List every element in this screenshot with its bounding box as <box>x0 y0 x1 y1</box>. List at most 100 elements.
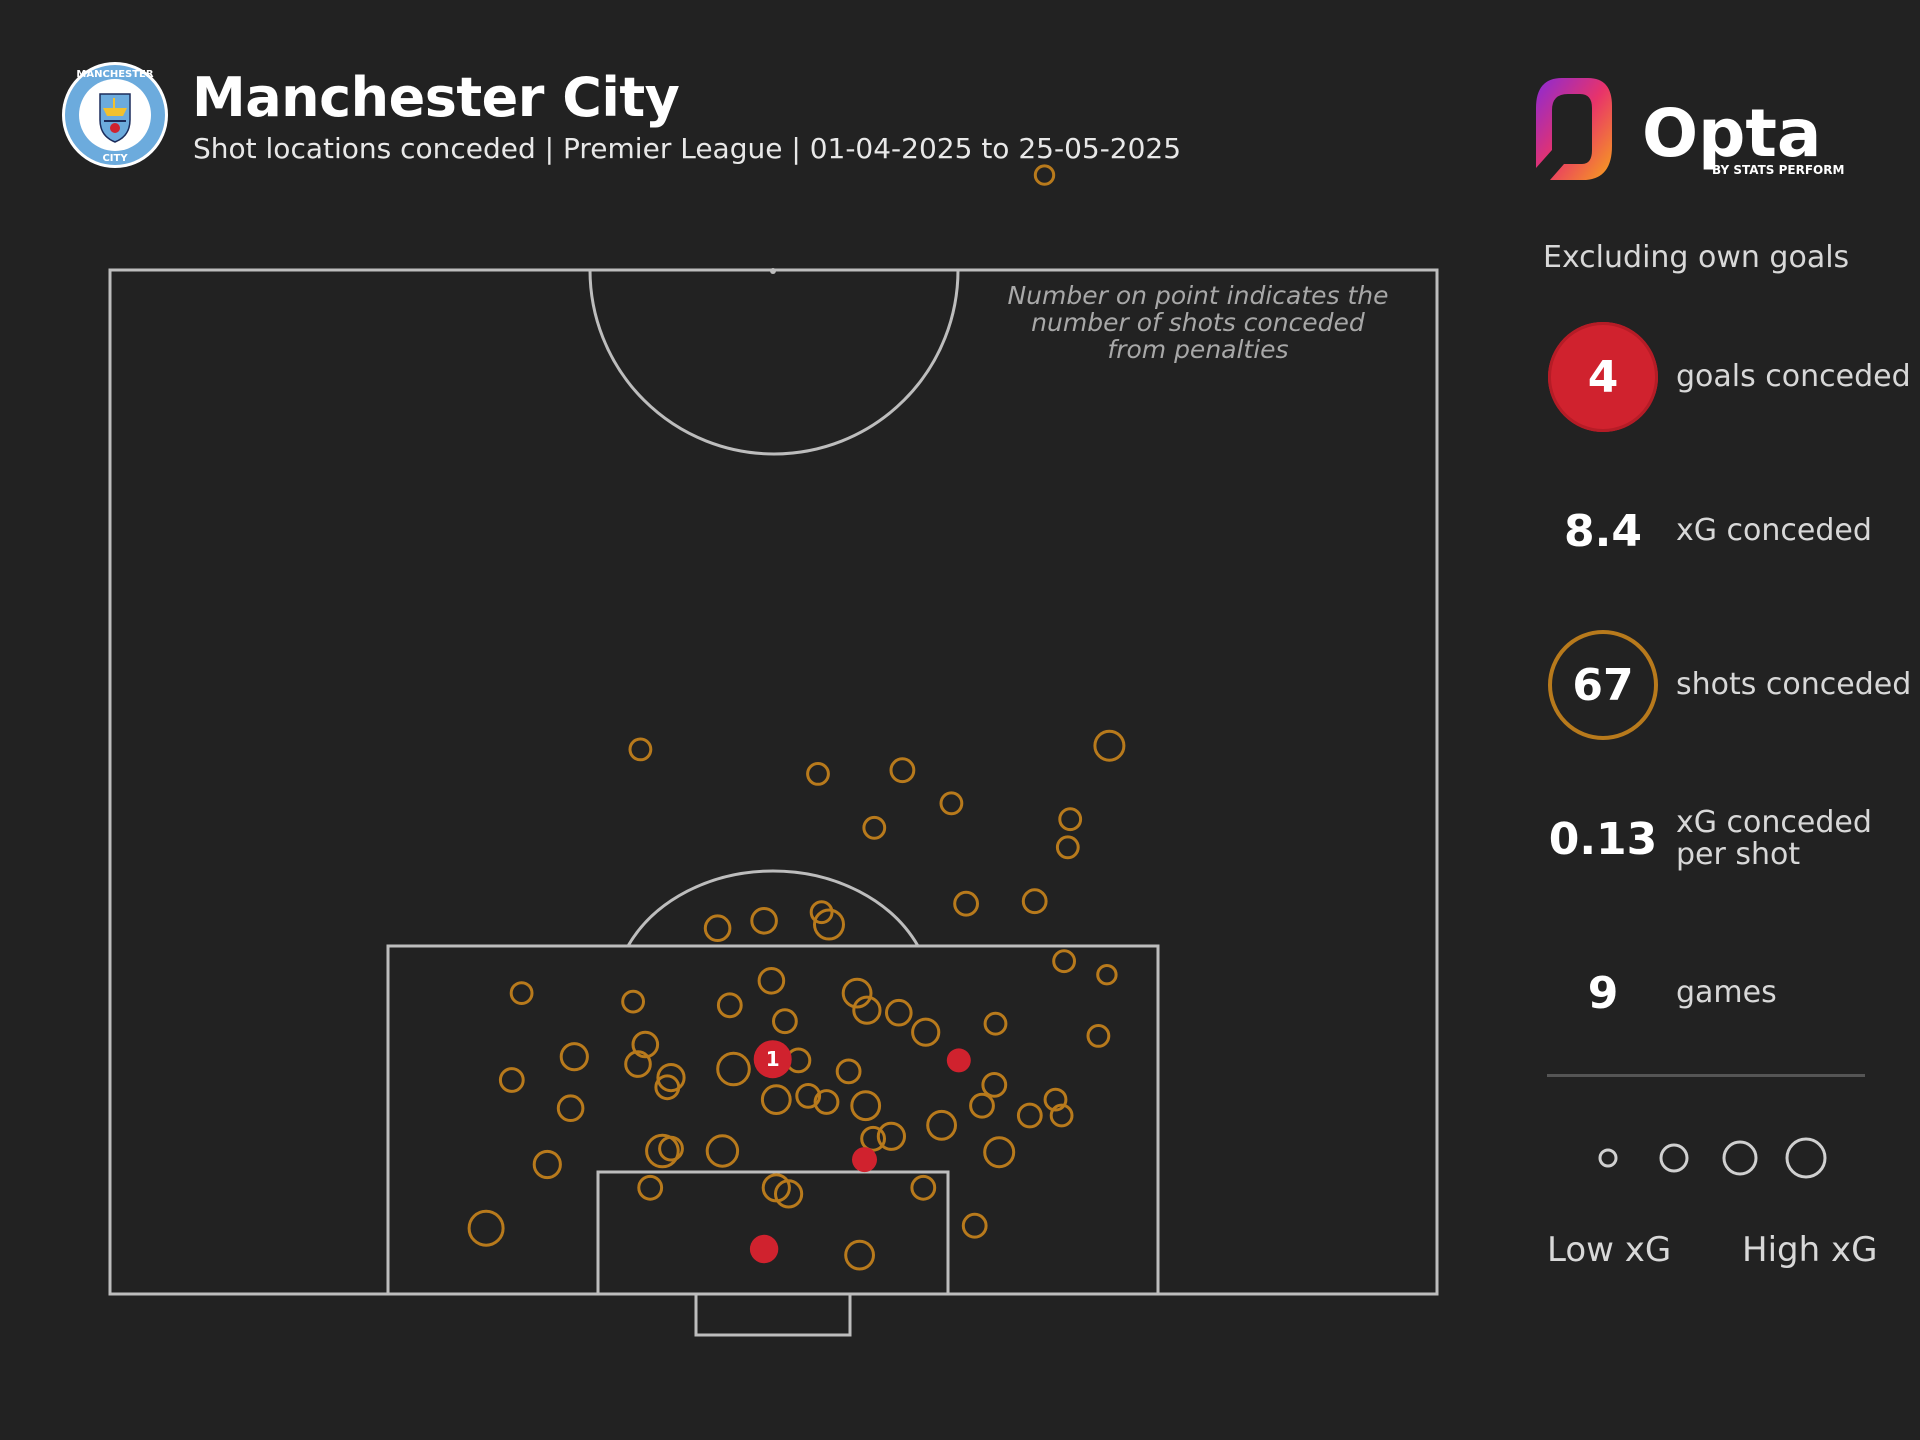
shot-marker <box>795 1083 822 1109</box>
crest-bottom-text: CITY <box>102 153 128 164</box>
legend-size-circle <box>1722 1140 1758 1176</box>
crest-year-right: 94 <box>138 113 147 121</box>
shot-marker <box>556 1094 585 1122</box>
shot-marker <box>654 1074 681 1101</box>
shot-marker <box>1052 949 1076 974</box>
shot-marker <box>705 1134 740 1168</box>
shot-marker <box>637 1174 664 1201</box>
shot-marker <box>862 815 887 840</box>
shot-marker <box>658 1135 684 1162</box>
shot-marker <box>656 1063 686 1093</box>
legend-size-circle <box>1659 1143 1689 1173</box>
goal-frame <box>694 1292 852 1337</box>
shot-marker <box>621 989 645 1014</box>
penalty-count-label: 1 <box>766 1047 780 1071</box>
shot-marker <box>467 1209 505 1247</box>
crest-top-text: MANCHESTER <box>76 69 153 80</box>
shot-marker <box>509 981 534 1005</box>
shots-label: shots conceded <box>1676 667 1912 702</box>
shot-marker <box>983 1136 1016 1169</box>
shot-marker <box>716 992 743 1019</box>
shot-marker <box>885 998 913 1027</box>
shot-marker <box>911 1017 941 1047</box>
shots-layer <box>467 164 1126 1271</box>
xg-per-shot-value: 0.13 <box>1548 813 1658 865</box>
shot-marker <box>1016 1102 1043 1129</box>
shot-marker <box>1086 1024 1111 1048</box>
club-crest: MANCHESTER CITY 18 94 <box>62 62 168 168</box>
shots-value: 67 <box>1548 630 1658 740</box>
shot-marker <box>1093 729 1126 762</box>
opta-logo: Opta BY STATS PERFORM <box>1536 78 1844 180</box>
legend-size-circle <box>1598 1148 1618 1168</box>
shot-marker <box>876 1121 907 1151</box>
shot-marker <box>772 1008 798 1035</box>
shot-marker <box>969 1092 995 1119</box>
shot-marker <box>981 1072 1008 1098</box>
xg-size-legend <box>1598 1137 1827 1179</box>
opta-mark-icon <box>1536 78 1612 180</box>
shot-marker <box>1043 1087 1068 1112</box>
shot-marker <box>645 1133 680 1169</box>
crest-year-left: 18 <box>84 113 93 121</box>
shot-marker <box>1055 835 1080 860</box>
shot-marker <box>813 908 845 941</box>
goals-layer: 1 <box>749 1040 971 1264</box>
goals-label: goals conceded <box>1676 359 1911 394</box>
legend-size-circle <box>1785 1137 1827 1179</box>
stat-games: 9 games <box>1548 938 1920 1048</box>
games-value: 9 <box>1587 967 1619 1019</box>
shot-marker <box>809 900 834 925</box>
goal-marker <box>753 1040 792 1079</box>
shot-marker <box>1021 888 1048 915</box>
shot-marker <box>760 1084 792 1115</box>
shot-marker <box>1058 807 1083 832</box>
stat-xg: 8.4 xG conceded <box>1548 476 1920 586</box>
shot-marker <box>1033 164 1056 186</box>
goal-marker <box>749 1234 779 1264</box>
shot-marker <box>939 791 964 816</box>
shot-marker <box>631 1030 660 1059</box>
shot-marker <box>532 1149 562 1180</box>
shot-marker <box>852 995 882 1025</box>
shot-marker <box>498 1067 525 1093</box>
stat-goals: 4 goals conceded <box>1548 322 1920 432</box>
goal-marker <box>852 1147 877 1173</box>
centre-circle-arc <box>588 269 960 456</box>
six-yard-box <box>596 1170 950 1296</box>
stat-shots: 67 shots conceded <box>1548 630 1920 740</box>
excluding-label: Excluding own goals <box>1543 240 1850 275</box>
penalty-note: Number on point indicates the number of … <box>1007 281 1389 364</box>
goals-value: 4 <box>1548 322 1658 432</box>
xg-value: 8.4 <box>1564 505 1642 557</box>
legend-divider <box>1547 1074 1865 1077</box>
shot-marker <box>953 890 979 917</box>
shot-marker <box>835 1058 862 1085</box>
page-title: Manchester City <box>192 66 680 129</box>
shot-marker <box>1049 1103 1074 1128</box>
legend-low-label: Low xG <box>1547 1230 1672 1270</box>
centre-spot <box>770 268 776 274</box>
shot-marker <box>757 967 786 995</box>
shot-map: 1 <box>108 164 1439 1337</box>
opta-tagline: BY STATS PERFORM <box>1712 163 1844 177</box>
shot-marker <box>559 1042 589 1072</box>
goal-marker <box>946 1048 971 1073</box>
shot-marker <box>850 1090 882 1122</box>
shot-marker <box>774 1179 804 1209</box>
shot-marker <box>813 1089 840 1115</box>
shot-marker <box>703 914 732 943</box>
penalty-arc <box>626 869 920 947</box>
stat-xg-per-shot: 0.13 xG conceded per shot <box>1548 784 1920 894</box>
xg-label: xG conceded <box>1676 513 1872 548</box>
legend-high-label: High xG <box>1742 1230 1878 1270</box>
shot-marker <box>961 1212 988 1239</box>
shot-marker <box>624 1050 652 1078</box>
shot-marker <box>926 1109 957 1141</box>
shot-marker <box>806 762 830 786</box>
shot-marker <box>983 1011 1008 1036</box>
shot-marker <box>844 1239 875 1271</box>
shot-marker <box>860 1125 886 1152</box>
xg-per-shot-label: xG conceded per shot <box>1676 805 1872 872</box>
shot-marker <box>910 1174 937 1201</box>
